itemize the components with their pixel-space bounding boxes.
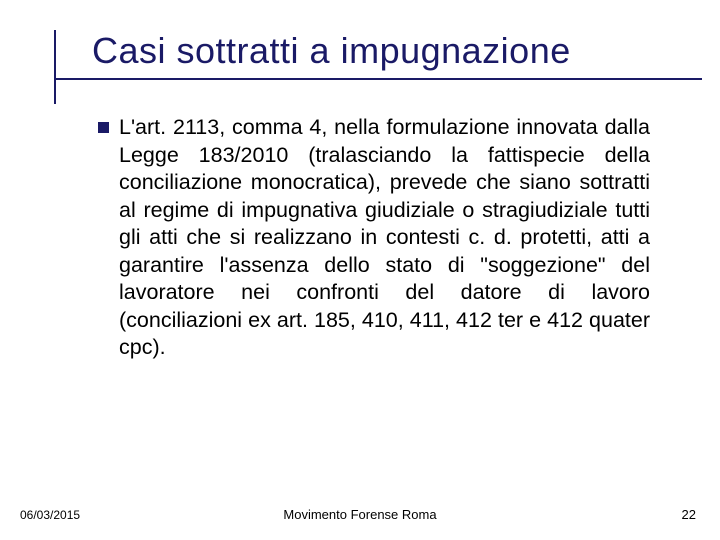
square-bullet-icon bbox=[98, 122, 109, 133]
title-region: Casi sottratti a impugnazione bbox=[54, 30, 674, 80]
page-number: 22 bbox=[682, 507, 696, 522]
bullet-text: L'art. 2113, comma 4, nella formulazione… bbox=[119, 114, 650, 362]
body-region: L'art. 2113, comma 4, nella formulazione… bbox=[98, 114, 650, 362]
slide: Casi sottratti a impugnazione L'art. 211… bbox=[0, 0, 720, 540]
footer-center-text: Movimento Forense Roma bbox=[0, 507, 720, 522]
slide-title: Casi sottratti a impugnazione bbox=[54, 30, 674, 80]
list-item: L'art. 2113, comma 4, nella formulazione… bbox=[98, 114, 650, 362]
title-decoration-vertical-line bbox=[54, 30, 56, 104]
title-decoration-underline bbox=[54, 78, 702, 80]
